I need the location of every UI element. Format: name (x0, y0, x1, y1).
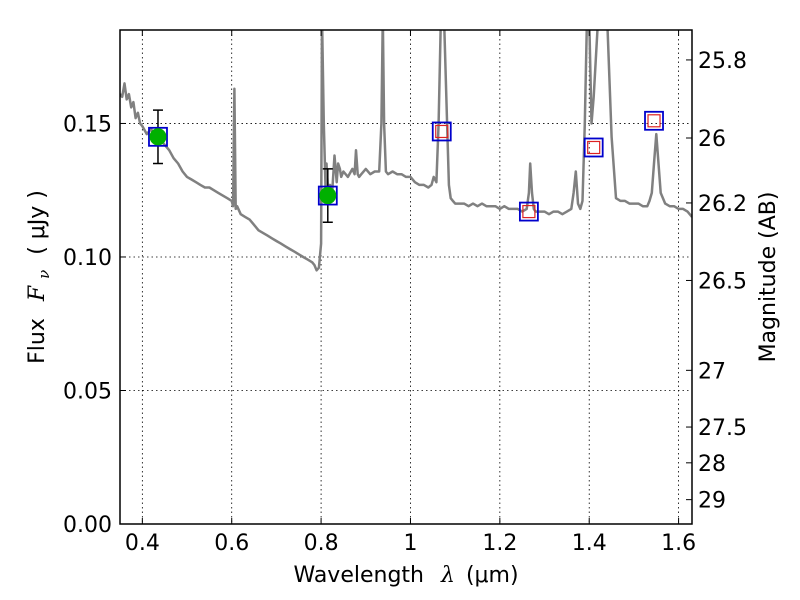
x-axis-label-symbol: λ (440, 563, 455, 588)
y2-tick-label: 27.5 (698, 416, 747, 441)
y-tick-label: 0.00 (63, 513, 112, 538)
x-tick-label: 1.2 (482, 531, 517, 556)
x-tick-label: 0.6 (214, 531, 249, 556)
y2-tick-label: 28 (698, 452, 726, 477)
x-axis-label-text: Wavelength (293, 563, 424, 588)
y-axis-label-unit: ( μJy ) (25, 190, 50, 255)
x-tick-label: 1.4 (572, 531, 607, 556)
y-tick-label: 0.15 (63, 112, 112, 137)
model-point-inner-square (647, 114, 661, 128)
model-point-inner-square (587, 140, 601, 155)
y2-tick-label: 26.5 (698, 269, 747, 294)
x-axis-label: Wavelength λ (μm) (293, 563, 518, 588)
y-tick-label: 0.05 (63, 379, 112, 404)
y-axis-label: Flux F ν ( μJy ) (25, 190, 55, 364)
observed-point (319, 187, 337, 205)
template-sed-layer (120, 30, 692, 272)
model-point-outer-square (644, 110, 664, 131)
x-tick-label: 1.6 (661, 531, 696, 556)
model-point-outer-square (583, 137, 604, 158)
observed-point-square (317, 185, 338, 206)
template-sed-line (120, 30, 692, 272)
plot-frame (119, 29, 693, 525)
model-point-inner-square (435, 124, 449, 139)
y-tick-label: 0.10 (63, 246, 112, 271)
y2-axis-label: Magnitude (AB) (756, 192, 781, 363)
x-tick-label: 1 (403, 531, 417, 556)
y2-tick-label: 27 (698, 359, 726, 384)
y-axis-label-subscript: ν (35, 270, 53, 279)
grid (120, 30, 692, 525)
y2-tick-label: 26.2 (698, 192, 747, 217)
model-point-inner-square (522, 204, 536, 219)
y2-tick-label: 25.8 (698, 49, 747, 74)
y2-tick-label: 26 (698, 127, 726, 152)
model-point-outer-square (518, 201, 539, 222)
x-tick-label: 0.4 (125, 531, 160, 556)
model-point-outer-square (431, 121, 452, 142)
observed-point-square (148, 126, 168, 147)
y-axis-label-text: Flux (25, 318, 50, 364)
y-axis-label-symbol: F (25, 285, 50, 302)
axis-ticks: 0.4 0.6 0.8 1 1.2 1.4 1.6 0.00 0.05 0.10 0.15 25.8 2… (63, 30, 747, 556)
x-axis-label-unit: (μm) (466, 563, 519, 588)
y2-tick-label: 29 (698, 489, 726, 514)
photometry-points-layer (148, 109, 664, 224)
observed-point (149, 128, 167, 146)
x-tick-label: 0.8 (304, 531, 339, 556)
